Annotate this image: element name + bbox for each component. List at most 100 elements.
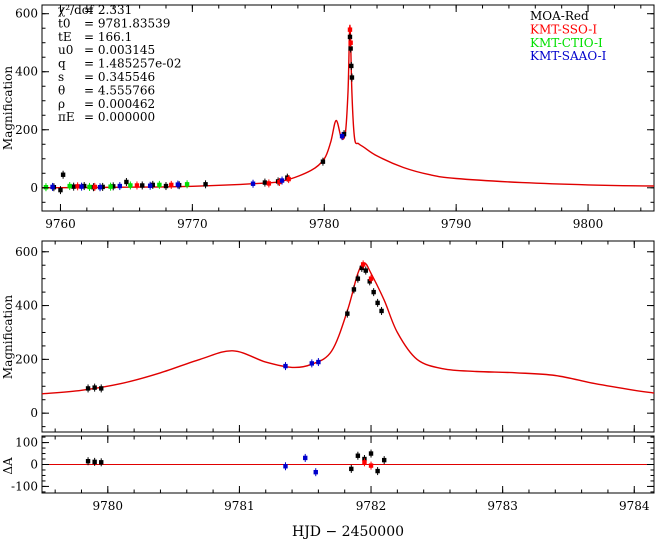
param-value: = 9781.83539 — [84, 16, 170, 30]
data-point-kmt-saao-i — [147, 183, 153, 188]
param-value: = 0.000000 — [84, 110, 155, 124]
legend-entry: KMT-SAAO-I — [530, 49, 607, 63]
y-tick-label: 400 — [15, 299, 38, 313]
data-point-moa-red — [99, 386, 104, 391]
data-point-moa-red — [348, 46, 353, 51]
param-name: q — [58, 57, 66, 71]
data-point-kmt-sso-i — [134, 183, 140, 188]
param-name: πE — [58, 110, 75, 124]
data-point-kmt-sso-i — [347, 27, 353, 32]
data-point-kmt-saao-i — [316, 359, 321, 365]
data-point-kmt-sso-i — [92, 184, 97, 190]
data-point-kmt-saao-i — [283, 363, 288, 369]
y-tick-label: 0 — [30, 181, 38, 195]
y-tick-label: 200 — [15, 352, 38, 366]
y-tick-label: -100 — [11, 479, 38, 493]
data-point-kmt-saao-i — [97, 185, 103, 190]
data-point-moa-red — [140, 183, 145, 188]
x-axis-label: HJD − 2450000 — [292, 524, 404, 540]
param-value: = 1.485257e-02 — [84, 57, 182, 71]
residual-panel: 9780 9781 9782 9783 9784 -100 0 100 — [11, 435, 655, 513]
data-point-kmt-sso-i — [286, 176, 291, 182]
data-point-moa-red — [58, 187, 63, 193]
data-point-moa-red — [92, 459, 97, 465]
data-point-moa-red — [99, 460, 104, 465]
y-tick-label: 0 — [30, 406, 38, 420]
data-point-moa-red — [71, 184, 76, 189]
data-point-moa-red — [363, 268, 368, 273]
y-tick-label: 600 — [15, 7, 38, 21]
data-point-kmt-sso-i — [368, 276, 374, 281]
data-point-moa-red — [345, 311, 350, 316]
x-tick-label: 9782 — [356, 499, 387, 513]
data-point-kmt-saao-i — [250, 181, 256, 186]
y-tick-label: 0 — [30, 458, 38, 472]
mid-y-axis-label: Magnification — [1, 295, 15, 379]
data-point-kmt-sso-i — [360, 262, 366, 267]
data-point-kmt-saao-i — [175, 182, 181, 187]
full-light-curve-frame — [41, 4, 655, 212]
data-point-kmt-saao-i — [309, 361, 315, 366]
model-curve — [41, 262, 655, 395]
legend-entry: MOA-Red — [530, 9, 589, 23]
param-value: = 0.003145 — [84, 43, 155, 57]
data-point-kmt-saao-i — [279, 178, 285, 183]
data-point-kmt-sso-i — [75, 184, 80, 189]
data-point-moa-red — [349, 75, 355, 80]
data-point-moa-red — [381, 457, 387, 463]
data-point-moa-red — [355, 276, 361, 281]
res-y-axis-label: ΔA — [1, 457, 15, 475]
data-point-kmt-ctio-i — [43, 185, 49, 190]
data-point-kmt-ctio-i — [108, 184, 113, 189]
param-name: ρ — [58, 97, 65, 111]
x-tick-label: 9790 — [441, 217, 472, 231]
x-tick-label: 9760 — [45, 217, 76, 231]
param-value: = 2.331 — [84, 3, 132, 17]
data-point-moa-red — [82, 183, 87, 189]
data-point-kmt-sso-i — [266, 181, 272, 186]
data-point-kmt-saao-i — [339, 133, 345, 139]
data-point-moa-red — [351, 287, 357, 292]
data-point-moa-red — [124, 179, 129, 185]
data-point-moa-red — [100, 184, 105, 190]
data-point-kmt-sso-i — [348, 40, 353, 45]
data-point-moa-red — [347, 34, 353, 40]
data-point-kmt-sso-i — [277, 179, 282, 185]
zoom-light-curve-panel: 0 200 400 600 — [15, 240, 655, 433]
data-point-moa-red — [368, 451, 374, 456]
data-point-moa-red — [262, 180, 268, 185]
data-point-moa-red — [85, 386, 91, 391]
top-y-axis-label: Magnification — [1, 66, 15, 150]
param-name: θ — [58, 83, 65, 97]
data-point-moa-red — [150, 182, 155, 188]
data-point-kmt-sso-i — [362, 460, 367, 465]
param-value: = 0.000462 — [84, 97, 155, 111]
param-name: tE — [58, 30, 72, 44]
data-point-kmt-ctio-i — [157, 182, 162, 188]
data-point-moa-red — [359, 265, 365, 271]
x-tick-label: 9781 — [224, 499, 255, 513]
data-point-kmt-ctio-i — [128, 183, 133, 188]
full-light-curve-panel: 9760 9770 9780 9790 9800 0 200 400 600 — [15, 4, 655, 231]
y-tick-label: 100 — [15, 436, 38, 450]
y-tick-label: 200 — [15, 123, 38, 137]
data-point-kmt-ctio-i — [184, 182, 190, 187]
x-tick-label: 9784 — [619, 499, 650, 513]
data-point-kmt-sso-i — [368, 463, 374, 468]
data-point-moa-red — [371, 289, 376, 295]
legend-entry: KMT-CTIO-I — [530, 36, 603, 50]
data-point-kmt-saao-i — [303, 455, 308, 461]
x-tick-label: 9780 — [309, 217, 340, 231]
data-point-kmt-saao-i — [283, 464, 288, 469]
param-name: χ²/dof — [58, 3, 95, 17]
data-point-moa-red — [375, 468, 380, 474]
data-point-moa-red — [111, 184, 116, 189]
y-tick-label: 400 — [15, 65, 38, 79]
param-value: = 4.555766 — [84, 83, 155, 97]
data-point-moa-red — [203, 182, 208, 187]
x-tick-label: 9780 — [93, 499, 124, 513]
data-point-moa-red — [320, 159, 326, 164]
zoom-light-curve-frame — [41, 240, 655, 433]
data-point-moa-red — [375, 300, 380, 306]
